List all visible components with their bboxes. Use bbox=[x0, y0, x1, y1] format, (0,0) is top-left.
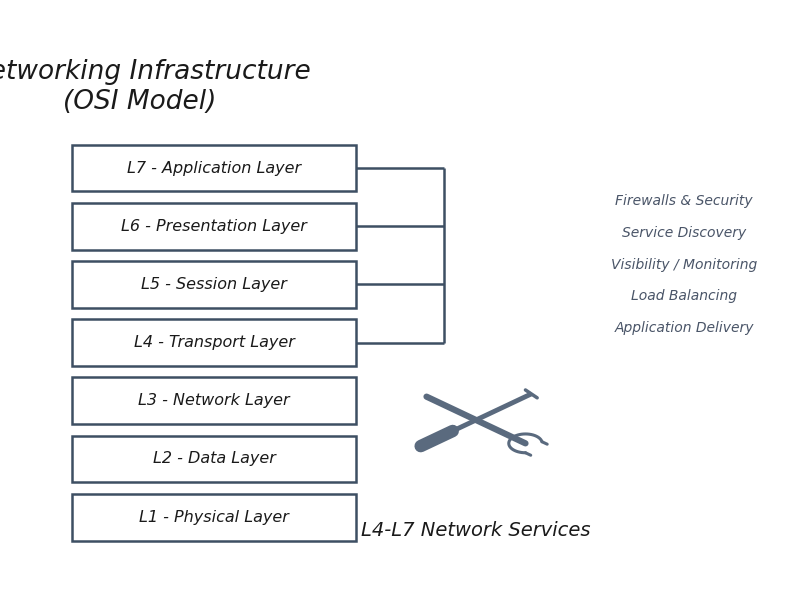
Text: L4 - Transport Layer: L4 - Transport Layer bbox=[134, 335, 294, 350]
Text: L2 - Data Layer: L2 - Data Layer bbox=[153, 451, 275, 467]
FancyBboxPatch shape bbox=[72, 319, 356, 366]
Text: Service Discovery: Service Discovery bbox=[622, 226, 746, 240]
Circle shape bbox=[417, 443, 425, 449]
FancyBboxPatch shape bbox=[72, 377, 356, 424]
Text: Visibility / Monitoring: Visibility / Monitoring bbox=[611, 257, 757, 272]
Text: Firewalls & Security: Firewalls & Security bbox=[615, 194, 753, 208]
Text: L1 - Physical Layer: L1 - Physical Layer bbox=[139, 509, 289, 524]
FancyBboxPatch shape bbox=[72, 436, 356, 482]
Text: Networking Infrastructure
(OSI Model): Networking Infrastructure (OSI Model) bbox=[0, 59, 310, 115]
Text: L3 - Network Layer: L3 - Network Layer bbox=[138, 394, 290, 408]
Text: Application Delivery: Application Delivery bbox=[614, 321, 754, 335]
FancyBboxPatch shape bbox=[72, 145, 356, 191]
Text: L5 - Session Layer: L5 - Session Layer bbox=[141, 277, 287, 292]
Text: L4-L7 Network Services: L4-L7 Network Services bbox=[362, 521, 590, 541]
FancyBboxPatch shape bbox=[72, 203, 356, 250]
Text: L7 - Application Layer: L7 - Application Layer bbox=[127, 160, 301, 175]
Text: L6 - Presentation Layer: L6 - Presentation Layer bbox=[121, 218, 307, 233]
FancyBboxPatch shape bbox=[72, 261, 356, 308]
FancyBboxPatch shape bbox=[72, 494, 356, 541]
Text: Load Balancing: Load Balancing bbox=[631, 289, 737, 304]
